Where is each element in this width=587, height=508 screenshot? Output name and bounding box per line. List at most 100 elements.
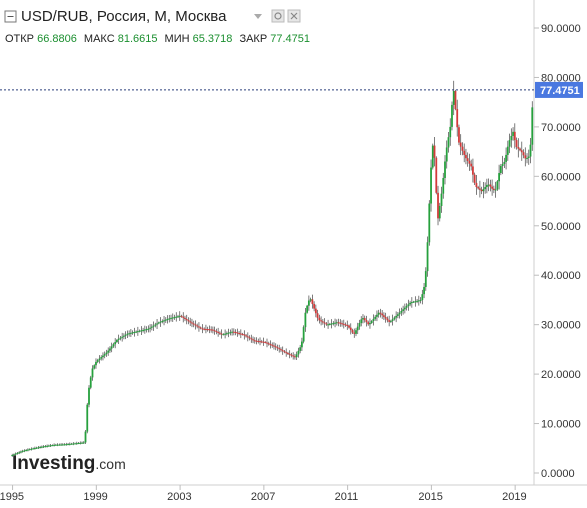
candle-body	[257, 340, 260, 342]
candle	[304, 308, 307, 332]
candle-body	[245, 335, 247, 337]
candle	[281, 346, 284, 355]
candle-body	[454, 90, 457, 110]
candle	[302, 325, 305, 344]
candle-body	[173, 317, 176, 319]
candle-body	[487, 184, 490, 186]
candle	[367, 320, 370, 326]
candle-body	[519, 148, 521, 151]
candle	[42, 445, 45, 448]
candle-body	[529, 144, 532, 157]
x-tick-label: 1995	[0, 491, 24, 503]
candle	[53, 443, 55, 447]
candle-body	[510, 135, 513, 141]
candle	[93, 364, 96, 370]
candle	[346, 320, 349, 330]
candle-body	[23, 450, 26, 452]
candle-body	[492, 188, 495, 191]
candle-body	[372, 318, 375, 321]
candle-body	[89, 377, 92, 388]
candle-body	[405, 306, 408, 308]
candle	[307, 295, 310, 311]
candle-body	[494, 189, 497, 191]
y-tick-label: 80.0000	[541, 72, 581, 84]
candle-body	[119, 337, 122, 339]
candle-body	[63, 444, 66, 446]
candle-body	[451, 104, 453, 127]
candle	[205, 324, 207, 334]
candle	[222, 333, 225, 336]
candle	[147, 325, 150, 333]
candle-body	[391, 319, 394, 321]
candle	[142, 327, 144, 333]
candle-body	[363, 318, 366, 321]
candle	[430, 159, 432, 212]
candle	[496, 179, 499, 191]
candle	[341, 320, 343, 327]
candle-body	[458, 127, 460, 143]
candle	[472, 158, 474, 183]
candle-body	[177, 316, 179, 318]
candle	[63, 443, 66, 446]
candle	[143, 325, 146, 334]
candle-body	[28, 449, 31, 451]
candle-body	[285, 352, 288, 354]
candle	[89, 375, 92, 390]
candle	[403, 303, 406, 314]
candle-body	[358, 323, 361, 327]
candle-body	[54, 444, 57, 446]
candle-body	[328, 323, 331, 325]
candle-body	[522, 152, 525, 156]
candle	[238, 331, 240, 336]
candle-body	[267, 343, 270, 345]
candle	[109, 346, 111, 353]
candle	[349, 323, 352, 335]
candle	[250, 334, 253, 343]
close-icon[interactable]	[287, 9, 301, 23]
candle-body	[182, 316, 185, 318]
candle	[194, 320, 197, 330]
candle	[51, 444, 54, 447]
candle-body	[212, 329, 214, 331]
candle	[123, 333, 125, 340]
candle-body	[426, 242, 429, 272]
candle	[77, 442, 80, 445]
candle-body	[205, 328, 207, 330]
candle-body	[323, 322, 326, 324]
candle-body	[252, 339, 254, 341]
candle	[445, 140, 448, 169]
candle-body	[13, 454, 15, 456]
candle	[102, 352, 104, 361]
candle-body	[396, 314, 399, 316]
ohlc-open-label: ОТКР	[5, 33, 34, 45]
candle	[276, 344, 279, 351]
candle	[487, 178, 490, 192]
candle	[25, 449, 28, 452]
candle	[454, 89, 457, 111]
candle	[332, 321, 335, 326]
candle	[391, 314, 394, 326]
candle-body	[410, 302, 413, 304]
candle	[27, 448, 29, 452]
candle-body	[168, 318, 171, 320]
last-price-tag-text: 77.4751	[540, 85, 580, 97]
candle	[355, 327, 357, 337]
candle-body	[128, 333, 131, 335]
candle-body	[201, 328, 204, 330]
candle-body	[189, 321, 192, 323]
candle-body	[334, 322, 336, 324]
candle	[512, 127, 514, 141]
candle-body	[431, 145, 434, 168]
candle	[110, 342, 113, 353]
candle-body	[475, 182, 478, 188]
candle-body	[526, 157, 528, 159]
candle-body	[46, 445, 49, 447]
chevron-down-icon[interactable]	[254, 14, 262, 19]
candle-body	[96, 360, 99, 362]
candle-body	[337, 322, 340, 324]
candle-body	[143, 329, 146, 331]
candle-body	[327, 324, 329, 326]
candle-body	[484, 187, 487, 190]
settings-icon[interactable]	[271, 9, 285, 23]
candle	[376, 310, 378, 322]
